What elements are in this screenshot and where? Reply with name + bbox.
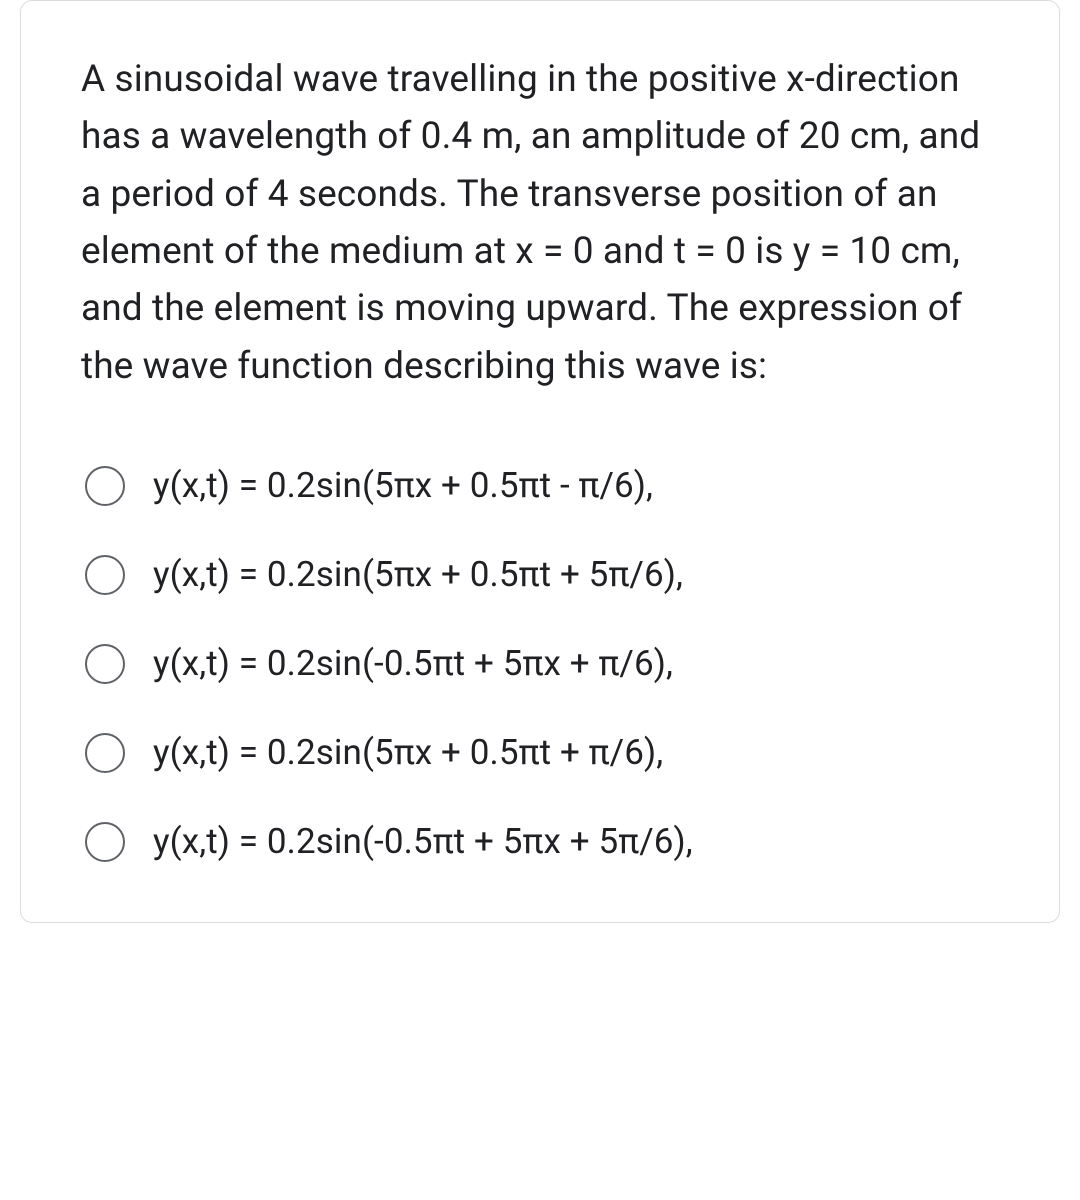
option-row[interactable]: y(x,t) = 0.2sin(5πx + 0.5πt + 5π/6), [85, 554, 999, 595]
question-card: A sinusoidal wave travelling in the posi… [20, 0, 1060, 923]
radio-icon[interactable] [85, 644, 125, 684]
options-container: y(x,t) = 0.2sin(5πx + 0.5πt - π/6), y(x,… [81, 465, 999, 862]
option-row[interactable]: y(x,t) = 0.2sin(-0.5πt + 5πx + 5π/6), [85, 821, 999, 862]
option-label: y(x,t) = 0.2sin(5πx + 0.5πt + π/6), [153, 732, 663, 773]
question-text: A sinusoidal wave travelling in the posi… [81, 51, 999, 395]
option-row[interactable]: y(x,t) = 0.2sin(5πx + 0.5πt - π/6), [85, 465, 999, 506]
option-label: y(x,t) = 0.2sin(5πx + 0.5πt + 5π/6), [153, 554, 683, 595]
radio-icon[interactable] [85, 555, 125, 595]
option-row[interactable]: y(x,t) = 0.2sin(5πx + 0.5πt + π/6), [85, 732, 999, 773]
option-label: y(x,t) = 0.2sin(5πx + 0.5πt - π/6), [153, 465, 653, 506]
radio-icon[interactable] [85, 466, 125, 506]
option-label: y(x,t) = 0.2sin(-0.5πt + 5πx + π/6), [153, 643, 673, 684]
radio-icon[interactable] [85, 822, 125, 862]
option-row[interactable]: y(x,t) = 0.2sin(-0.5πt + 5πx + π/6), [85, 643, 999, 684]
option-label: y(x,t) = 0.2sin(-0.5πt + 5πx + 5π/6), [153, 821, 693, 862]
radio-icon[interactable] [85, 733, 125, 773]
